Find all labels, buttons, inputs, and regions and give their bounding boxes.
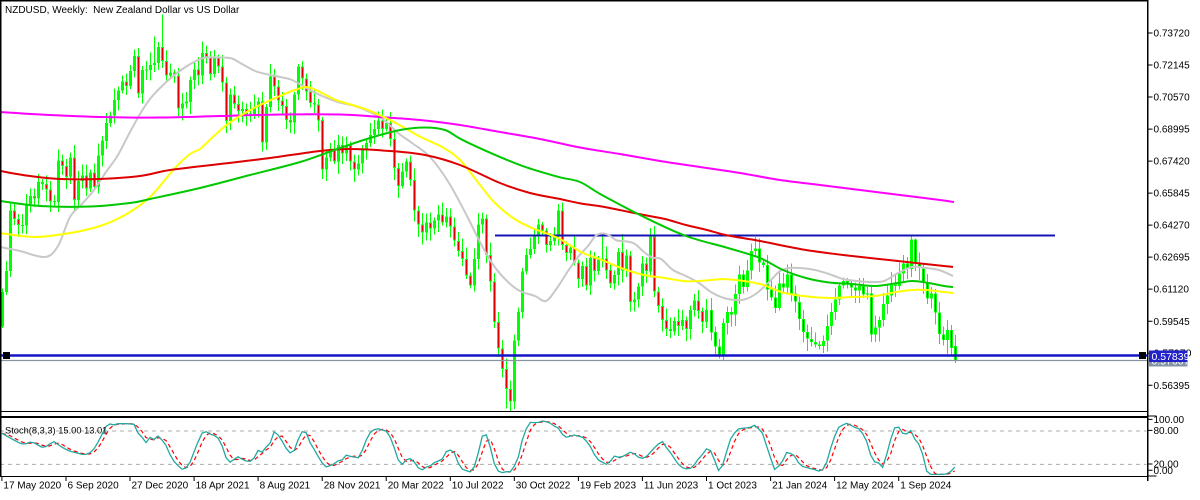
svg-text:100.00: 100.00 (1154, 415, 1185, 426)
svg-text:6 Sep 2020: 6 Sep 2020 (68, 481, 120, 492)
svg-text:21 Jan 2024: 21 Jan 2024 (772, 481, 827, 492)
svg-text:18 Apr 2021: 18 Apr 2021 (196, 481, 250, 492)
svg-text:20.00: 20.00 (1154, 460, 1179, 471)
svg-text:28 Nov 2021: 28 Nov 2021 (324, 481, 381, 492)
svg-text:0.56395: 0.56395 (1154, 381, 1191, 392)
svg-text:27 Dec 2020: 27 Dec 2020 (132, 481, 189, 492)
svg-text:30 Oct 2022: 30 Oct 2022 (516, 481, 571, 492)
svg-text:NZDUSD, Weekly: New Zealand D: NZDUSD, Weekly: New Zealand Dollar vs US… (5, 5, 240, 16)
svg-text:0.73720: 0.73720 (1154, 29, 1191, 40)
svg-text:80.00: 80.00 (1154, 426, 1179, 437)
svg-text:1 Oct 2023: 1 Oct 2023 (708, 481, 757, 492)
svg-text:0.68995: 0.68995 (1154, 125, 1191, 136)
svg-text:0.70570: 0.70570 (1154, 93, 1191, 104)
svg-text:17 May 2020: 17 May 2020 (3, 481, 61, 492)
svg-text:19 Feb 2023: 19 Feb 2023 (580, 481, 637, 492)
svg-text:0.00: 0.00 (1154, 466, 1174, 477)
svg-text:0.65845: 0.65845 (1154, 189, 1191, 200)
svg-text:12 May 2024: 12 May 2024 (836, 481, 894, 492)
svg-text:10 Jul 2022: 10 Jul 2022 (452, 481, 504, 492)
svg-text:0.72145: 0.72145 (1154, 61, 1191, 72)
svg-text:8 Aug 2021: 8 Aug 2021 (260, 481, 311, 492)
svg-text:11 Jun 2023: 11 Jun 2023 (644, 481, 699, 492)
svg-text:0.62695: 0.62695 (1154, 253, 1191, 264)
svg-text:0.61120: 0.61120 (1154, 285, 1190, 296)
svg-text:0.67420: 0.67420 (1154, 157, 1191, 168)
svg-text:20 Mar 2022: 20 Mar 2022 (388, 481, 445, 492)
svg-text:1 Sep 2024: 1 Sep 2024 (900, 481, 952, 492)
svg-text:Stoch(8,3,3) 15.00 13.01: Stoch(8,3,3) 15.00 13.01 (5, 426, 107, 436)
svg-text:0.64270: 0.64270 (1154, 221, 1191, 232)
svg-text:0.57839: 0.57839 (1152, 351, 1190, 363)
svg-text:0.59545: 0.59545 (1154, 317, 1191, 328)
